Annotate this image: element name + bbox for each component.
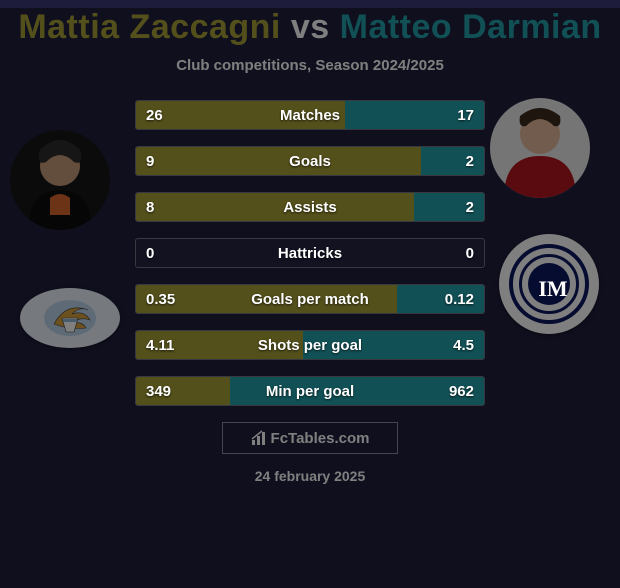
- inter-monogram-icon: IM: [533, 268, 573, 308]
- lazio-logo-icon: [40, 296, 100, 341]
- stats-bars: 2617Matches 92Goals 82Assists 00Hattricks 0.…: [135, 100, 485, 406]
- site-logo: FcTables.com: [222, 422, 398, 454]
- stat-label: Min per goal: [136, 377, 484, 405]
- title-vs: vs: [291, 8, 330, 46]
- stat-label: Goals: [136, 147, 484, 175]
- page-title: Mattia Zaccagni vs Matteo Darmian: [0, 8, 620, 47]
- comparison-area: IM 2617Matches 92Goals 82Assists 00Hattrick…: [0, 100, 620, 406]
- site-name: FcTables.com: [271, 430, 370, 447]
- stat-row: 92Goals: [135, 146, 485, 176]
- stat-row: 0.350.12Goals per match: [135, 284, 485, 314]
- stat-row: 82Assists: [135, 192, 485, 222]
- stat-row: 4.114.5Shots per goal: [135, 330, 485, 360]
- stat-label: Goals per match: [136, 285, 484, 313]
- stat-row: 349962Min per goal: [135, 376, 485, 406]
- title-player1: Mattia Zaccagni: [18, 8, 281, 46]
- player1-club-badge: [20, 288, 120, 348]
- chart-icon: [251, 430, 267, 446]
- stat-label: Assists: [136, 193, 484, 221]
- player2-photo: [490, 98, 590, 198]
- svg-text:IM: IM: [538, 276, 568, 301]
- footer-date: 24 february 2025: [0, 468, 620, 484]
- player2-avatar-icon: [490, 98, 590, 198]
- player2-club-badge: IM: [499, 234, 599, 334]
- stat-row: 2617Matches: [135, 100, 485, 130]
- player1-avatar-icon: [10, 130, 110, 230]
- stat-label: Matches: [136, 101, 484, 129]
- stat-row: 00Hattricks: [135, 238, 485, 268]
- stat-label: Shots per goal: [136, 331, 484, 359]
- title-player2: Matteo Darmian: [340, 8, 602, 46]
- subtitle: Club competitions, Season 2024/2025: [0, 57, 620, 74]
- inter-logo-icon: IM: [509, 244, 589, 324]
- player1-photo: [10, 130, 110, 230]
- stat-label: Hattricks: [136, 239, 484, 267]
